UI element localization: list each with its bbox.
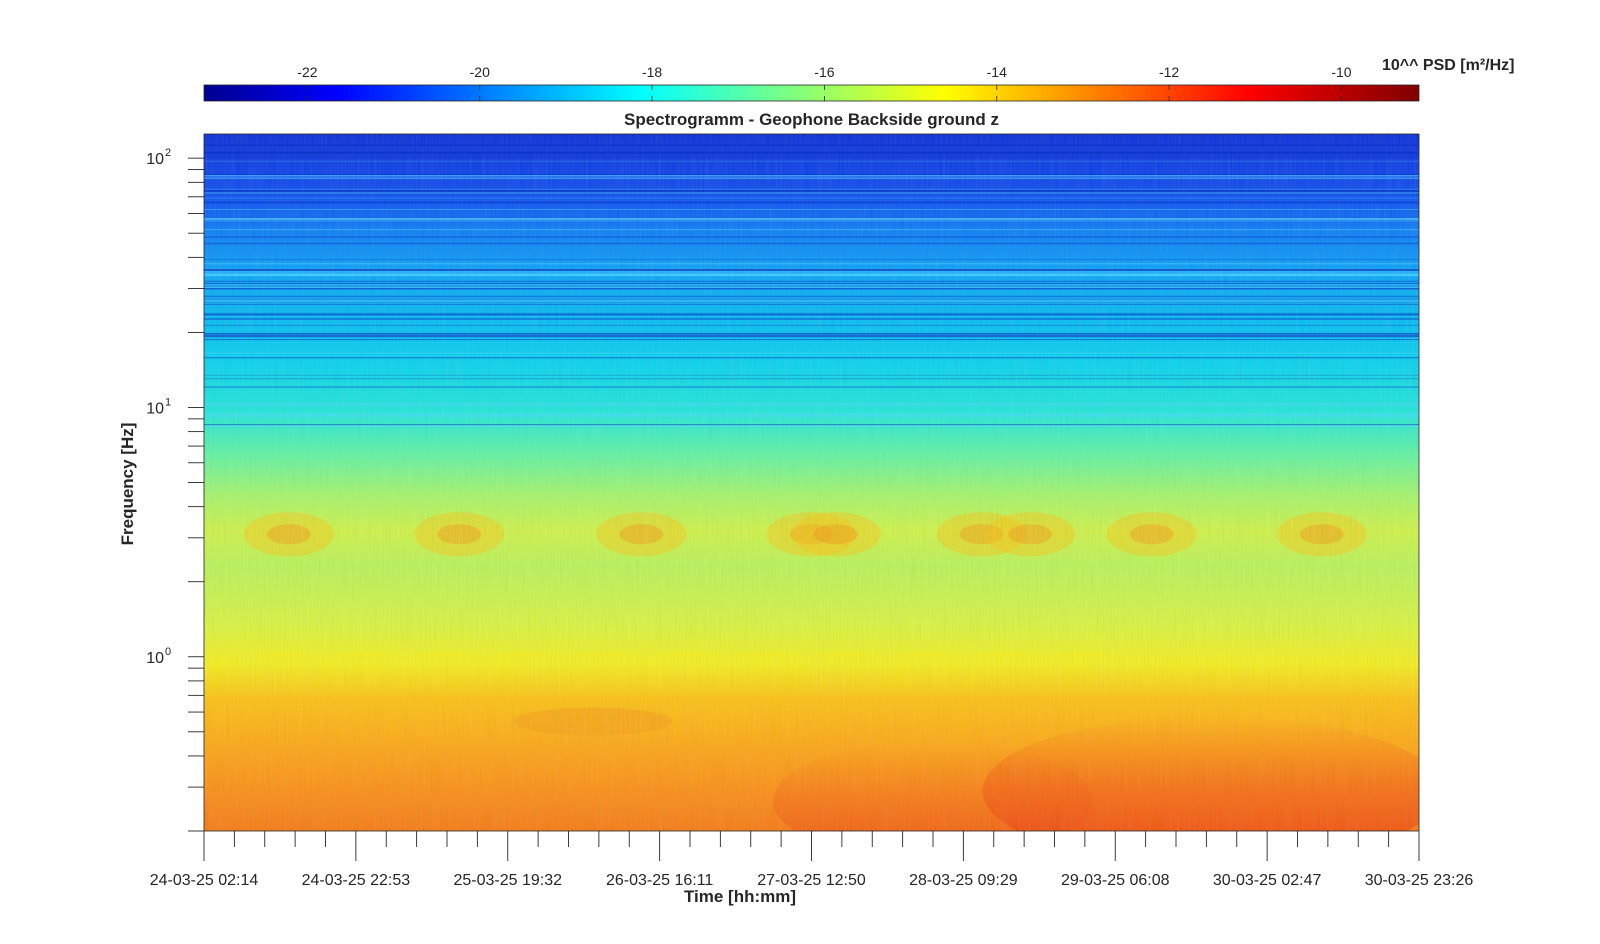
y-tick-exponent: 0 <box>165 646 171 658</box>
y-tick-label: 10 <box>146 151 164 168</box>
texture-overlay <box>204 134 1419 831</box>
colorbar-tick-label: -12 <box>1159 64 1179 80</box>
x-tick-label: 28-03-25 09:29 <box>909 872 1018 889</box>
colorbar-tick-label: -10 <box>1331 64 1351 80</box>
x-axis: 24-03-25 02:14 24-03-25 22:53 25-03-25 19:… <box>150 831 1474 889</box>
x-tick-label: 24-03-25 02:14 <box>150 872 259 889</box>
x-tick-label: 30-03-25 02:47 <box>1213 872 1322 889</box>
colorbar-ticks: -22 -20 -18 -16 -14 -12 -10 <box>297 64 1352 101</box>
colorbar-tick-label: -20 <box>470 64 490 80</box>
colorbar-tick-label: -14 <box>987 64 1007 80</box>
y-axis-label: Frequency [Hz] <box>118 423 137 546</box>
x-tick-label: 29-03-25 06:08 <box>1061 872 1170 889</box>
x-tick-label: 24-03-25 22:53 <box>302 872 411 889</box>
y-tick-label: 10 <box>146 650 164 667</box>
y-tick-label: 10 <box>146 400 164 417</box>
x-tick-label: 25-03-25 19:32 <box>453 872 562 889</box>
x-tick-label: 26-03-25 16:11 <box>606 872 713 889</box>
colorbar-tick-label: -18 <box>642 64 662 80</box>
x-tick-label: 30-03-25 23:26 <box>1365 872 1474 889</box>
y-tick-exponent: 2 <box>165 147 171 159</box>
colorbar-label: 10^^ PSD [m²/Hz] <box>1382 57 1514 74</box>
plot-area <box>204 134 1419 831</box>
chart-title: Spectrogramm - Geophone Backside ground … <box>624 110 999 129</box>
x-tick-label: 27-03-25 12:50 <box>757 872 866 889</box>
colorbar-gradient <box>203 84 1420 102</box>
frequency-lines <box>204 144 1419 427</box>
colorbar: -22 -20 -18 -16 -14 -12 -10 10^^ PSD [m²/Hz] <box>203 57 1514 102</box>
colorbar-tick-label: -22 <box>297 64 317 80</box>
y-tick-exponent: 1 <box>165 396 171 408</box>
colorbar-tick-label: -16 <box>814 64 834 80</box>
x-axis-label: Time [hh:mm] <box>684 887 796 906</box>
